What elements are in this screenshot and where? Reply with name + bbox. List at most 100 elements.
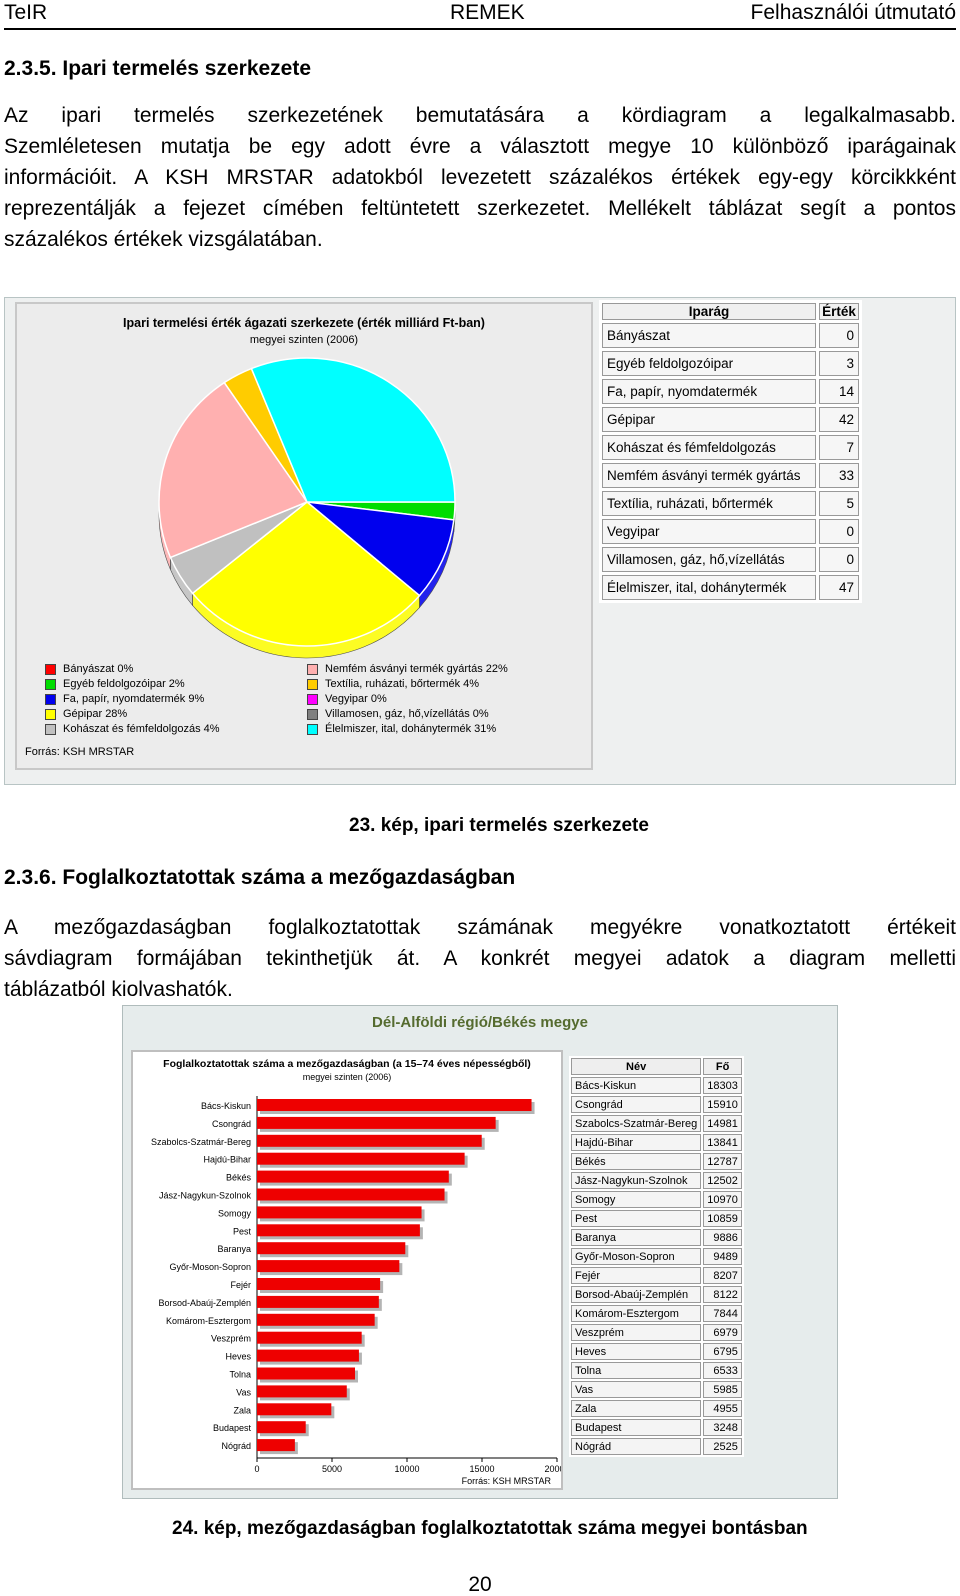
y-tick-label: Nógrád bbox=[221, 1441, 251, 1451]
table-cell-value: 9886 bbox=[703, 1229, 742, 1246]
table-cell-name: Budapest bbox=[571, 1419, 702, 1436]
table-cell-value: 12787 bbox=[703, 1153, 742, 1170]
y-tick-label: Somogy bbox=[218, 1208, 252, 1218]
paragraph-line: Szemléletesen mutatja be egy adott évre … bbox=[4, 135, 956, 158]
bar-data-table: Név Fő Bács-Kiskun 18303 Csongrád 15910 Szab… bbox=[569, 1056, 744, 1457]
legend-swatch bbox=[307, 694, 318, 705]
x-tick-label: 0 bbox=[254, 1464, 259, 1474]
bar bbox=[257, 1260, 400, 1273]
table-header-value: Érték bbox=[819, 303, 859, 320]
table-row: Csongrád 15910 bbox=[571, 1096, 742, 1113]
x-tick-label: 20000 bbox=[544, 1464, 561, 1474]
table-row: Kohászat és fémfeldolgozás 7 bbox=[602, 435, 859, 460]
table-row: Villamosen, gáz, hő,vízellátás 0 bbox=[602, 547, 859, 572]
table-cell-name: Fejér bbox=[571, 1267, 702, 1284]
paragraph-line: reprezentálják a fejezet címében feltünt… bbox=[4, 197, 956, 220]
table-row: Baranya 9886 bbox=[571, 1229, 742, 1246]
pie-legend-right: Nemfém ásványi termék gyártás 22% Textíli… bbox=[307, 662, 508, 737]
table-cell-value: 33 bbox=[819, 463, 859, 488]
bar bbox=[257, 1385, 347, 1398]
table-cell-value: 6533 bbox=[703, 1362, 742, 1379]
legend-item: Textília, ruházati, bőrtermék 4% bbox=[307, 677, 508, 692]
bar bbox=[257, 1331, 362, 1344]
section-paragraph-2: A mezőgazdaságban foglalkoztatottak szám… bbox=[4, 912, 956, 1005]
y-tick-label: Fejér bbox=[230, 1280, 251, 1290]
legend-label: Vegyipar 0% bbox=[325, 693, 387, 705]
y-tick-label: Borsod-Abaúj-Zemplén bbox=[158, 1298, 251, 1308]
bar bbox=[257, 1278, 381, 1290]
bar bbox=[257, 1206, 422, 1219]
table-cell-value: 14981 bbox=[703, 1115, 742, 1132]
table-row: Fejér 8207 bbox=[571, 1267, 742, 1284]
table-cell-name: Pest bbox=[571, 1210, 702, 1227]
table-cell-name: Somogy bbox=[571, 1191, 702, 1208]
legend-swatch bbox=[45, 679, 56, 690]
bar bbox=[257, 1188, 445, 1201]
table-cell-value: 6795 bbox=[703, 1343, 742, 1360]
table-cell-value: 8207 bbox=[703, 1267, 742, 1284]
table-cell-value: 12502 bbox=[703, 1172, 742, 1189]
legend-label: Villamosen, gáz, hő,vízellátás 0% bbox=[325, 708, 489, 720]
table-cell-value: 0 bbox=[819, 323, 859, 348]
y-tick-label: Győr-Moson-Sopron bbox=[169, 1262, 251, 1272]
y-tick-label: Csongrád bbox=[212, 1119, 251, 1129]
table-cell-name: Szabolcs-Szatmár-Bereg bbox=[571, 1115, 702, 1132]
table-cell-name: Hajdú-Bihar bbox=[571, 1134, 702, 1151]
table-row: Bács-Kiskun 18303 bbox=[571, 1077, 742, 1094]
table-cell-name: Bányászat bbox=[602, 323, 816, 348]
pie-chart: Egyéb feldolgozóiparFa, papír, nyomdater… bbox=[158, 357, 456, 659]
table-cell-name: Vas bbox=[571, 1381, 702, 1398]
table-cell-value: 13841 bbox=[703, 1134, 742, 1151]
legend-swatch bbox=[307, 724, 318, 735]
bar-chart-subtitle: megyei szinten (2006) bbox=[302, 1072, 392, 1082]
legend-item: Bányászat 0% bbox=[45, 662, 220, 677]
table-cell-name: Gépipar bbox=[602, 407, 816, 432]
table-row: Veszprém 6979 bbox=[571, 1324, 742, 1341]
legend-label: Fa, papír, nyomdatermék 9% bbox=[63, 693, 205, 705]
bar bbox=[257, 1116, 496, 1129]
legend-item: Gépipar 28% bbox=[45, 707, 220, 722]
bar bbox=[257, 1313, 375, 1326]
y-tick-label: Vas bbox=[236, 1387, 251, 1397]
legend-swatch bbox=[307, 679, 318, 690]
table-cell-name: Baranya bbox=[571, 1229, 702, 1246]
table-cell-name: Nógrád bbox=[571, 1438, 702, 1455]
table-cell-name: Textília, ruházati, bőrtermék bbox=[602, 491, 816, 516]
table-cell-name: Fa, papír, nyomdatermék bbox=[602, 379, 816, 404]
y-tick-label: Veszprém bbox=[211, 1334, 251, 1344]
header-center: REMEK bbox=[450, 1, 525, 24]
pie-source: Forrás: KSH MRSTAR bbox=[25, 746, 135, 758]
table-row: Bányászat 0 bbox=[602, 323, 859, 348]
y-tick-label: Tolna bbox=[229, 1370, 251, 1380]
legend-item: Fa, papír, nyomdatermék 9% bbox=[45, 692, 220, 707]
table-cell-name: Heves bbox=[571, 1343, 702, 1360]
table-cell-value: 10970 bbox=[703, 1191, 742, 1208]
table-cell-value: 18303 bbox=[703, 1077, 742, 1094]
x-tick-label: 5000 bbox=[322, 1464, 342, 1474]
table-row: Hajdú-Bihar 13841 bbox=[571, 1134, 742, 1151]
table-row: Zala 4955 bbox=[571, 1400, 742, 1417]
section-heading-1: 2.3.5. Ipari termelés szerkezete bbox=[4, 57, 312, 80]
bar bbox=[257, 1224, 420, 1237]
y-tick-label: Zala bbox=[233, 1405, 251, 1415]
table-cell-name: Egyéb feldolgozóipar bbox=[602, 351, 816, 376]
legend-swatch bbox=[45, 709, 56, 720]
y-tick-label: Heves bbox=[225, 1352, 251, 1362]
table-row: Szabolcs-Szatmár-Bereg 14981 bbox=[571, 1115, 742, 1132]
page-number: 20 bbox=[468, 1573, 492, 1596]
y-tick-label: Baranya bbox=[217, 1244, 251, 1254]
legend-label: Élelmiszer, ital, dohánytermék 31% bbox=[325, 723, 497, 735]
table-row: Élelmiszer, ital, dohánytermék 47 bbox=[602, 575, 859, 600]
table-cell-value: 8122 bbox=[703, 1286, 742, 1303]
bar bbox=[257, 1170, 449, 1183]
figure-pie: Ipari termelési érték ágazati szerkezete… bbox=[4, 297, 956, 785]
legend-item: Élelmiszer, ital, dohánytermék 31% bbox=[307, 722, 508, 737]
x-tick-label: 15000 bbox=[469, 1464, 494, 1474]
y-tick-label: Békés bbox=[226, 1173, 252, 1183]
x-tick-label: 10000 bbox=[394, 1464, 419, 1474]
legend-swatch bbox=[307, 709, 318, 720]
table-cell-value: 14 bbox=[819, 379, 859, 404]
bar bbox=[257, 1295, 379, 1308]
bar bbox=[257, 1152, 465, 1165]
legend-swatch bbox=[45, 694, 56, 705]
